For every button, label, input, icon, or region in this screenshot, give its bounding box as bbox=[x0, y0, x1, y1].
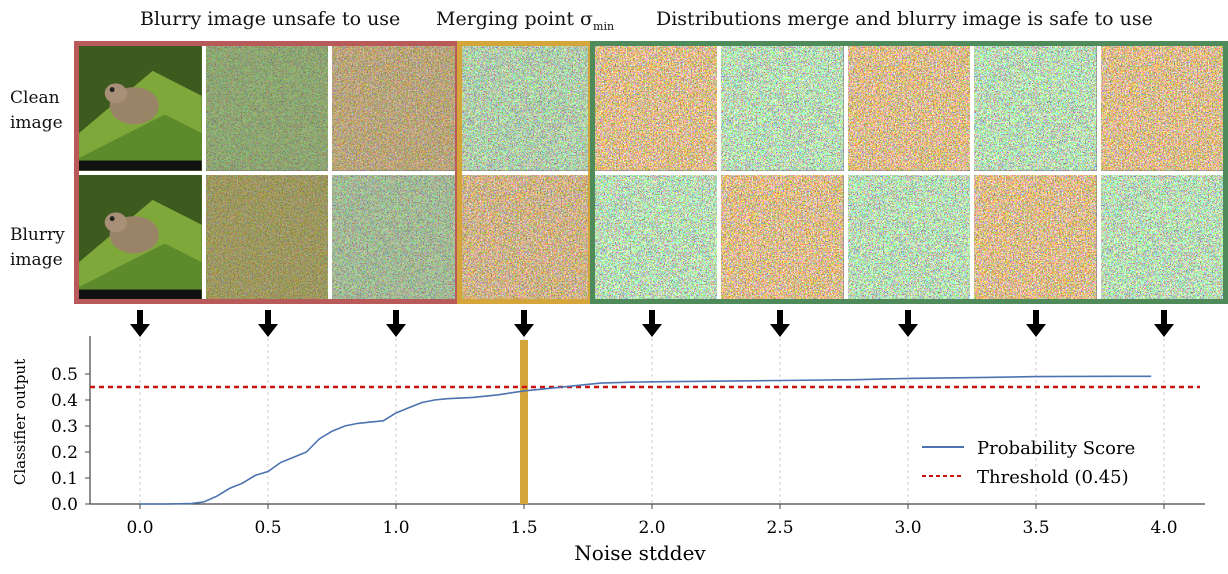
section-merge-images bbox=[462, 46, 588, 299]
image-clean-3.0 bbox=[847, 46, 971, 171]
merge-point-bar bbox=[520, 340, 528, 504]
x-tick-label-2.0: 2.0 bbox=[638, 518, 665, 538]
image-blurry-2.0 bbox=[595, 174, 718, 299]
y-ticks: 0.0 0.1 0.2 0.3 0.4 0.5 bbox=[51, 365, 90, 515]
image-blurry-4.0 bbox=[1100, 174, 1223, 299]
y-tick-label-0.0: 0.0 bbox=[51, 495, 78, 515]
row-label-clean-line1: Clean bbox=[10, 88, 60, 108]
section-safe-frame bbox=[590, 41, 1228, 304]
row-label-blurry: Blurry image bbox=[10, 223, 65, 273]
y-tick-label-0.1: 0.1 bbox=[51, 469, 78, 489]
x-tick-label-1.5: 1.5 bbox=[510, 518, 537, 538]
row-label-blurry-line2: image bbox=[10, 250, 63, 270]
image-blurry-2.5 bbox=[721, 174, 844, 299]
image-blurry-3.5 bbox=[974, 174, 1097, 299]
x-tick-label-3.0: 3.0 bbox=[894, 518, 921, 538]
chart-axes bbox=[89, 336, 1205, 505]
image-clean-2.0 bbox=[595, 46, 718, 171]
y-tick-label-0.4: 0.4 bbox=[51, 391, 78, 411]
header-merging-subscript: min bbox=[593, 19, 615, 33]
down-arrow-icon bbox=[258, 310, 278, 337]
section-unsafe-images bbox=[79, 46, 455, 299]
x-tick-label-2.5: 2.5 bbox=[766, 518, 793, 538]
y-axis-label: Classifier output bbox=[11, 359, 29, 485]
header-unsafe: Blurry image unsafe to use bbox=[140, 8, 401, 30]
down-arrow-icon bbox=[642, 310, 662, 337]
legend-label-threshold: Threshold (0.45) bbox=[977, 467, 1129, 488]
x-tick-label-0.5: 0.5 bbox=[254, 518, 281, 538]
row-label-clean-line2: image bbox=[10, 113, 63, 133]
x-ticks: 0.0 0.5 1.0 1.5 2.0 2.5 3.0 3.5 4.0 bbox=[126, 504, 1178, 538]
row-label-clean: Clean image bbox=[10, 86, 63, 136]
image-blurry-1.5 bbox=[462, 174, 588, 299]
row-label-blurry-line1: Blurry bbox=[10, 225, 65, 245]
x-tick-label-1.0: 1.0 bbox=[382, 518, 409, 538]
down-arrow-icon bbox=[1026, 310, 1046, 337]
y-tick-label-0.3: 0.3 bbox=[51, 417, 78, 437]
probability-score-line bbox=[140, 375, 1152, 505]
down-arrow-icon bbox=[770, 310, 790, 337]
x-tick-label-4.0: 4.0 bbox=[1150, 518, 1177, 538]
image-clean-3.5 bbox=[974, 46, 1097, 171]
down-arrow-icon bbox=[386, 310, 406, 337]
down-arrow-icon bbox=[898, 310, 918, 337]
header-safe: Distributions merge and blurry image is … bbox=[656, 8, 1153, 30]
y-tick-label-0.2: 0.2 bbox=[51, 443, 78, 463]
image-clean-1.5 bbox=[462, 46, 588, 171]
arrow-row bbox=[130, 310, 1174, 337]
image-clean-1.0 bbox=[332, 46, 455, 171]
legend-label-probability: Probability Score bbox=[977, 438, 1135, 459]
section-safe-images bbox=[595, 46, 1223, 299]
down-arrow-icon bbox=[130, 310, 150, 337]
chart-legend: Probability Score Threshold (0.45) bbox=[922, 438, 1135, 488]
image-blurry-0.0 bbox=[79, 174, 202, 299]
image-clean-4.0 bbox=[1100, 46, 1223, 171]
down-arrow-icon bbox=[1154, 310, 1174, 337]
x-tick-label-0.0: 0.0 bbox=[126, 518, 153, 538]
x-axis-label: Noise stddev bbox=[574, 541, 706, 565]
image-clean-0.0 bbox=[79, 46, 202, 171]
header-merging-point: Merging point σmin bbox=[436, 8, 614, 33]
image-clean-2.5 bbox=[721, 46, 844, 171]
x-tick-label-3.5: 3.5 bbox=[1022, 518, 1049, 538]
classifier-output-chart: 0.0 0.1 0.2 0.3 0.4 0.5 0.0 0.5 1.0 1.5 2.0 2.5 3.0… bbox=[11, 310, 1205, 565]
down-arrow-icon bbox=[514, 310, 534, 337]
image-blurry-3.0 bbox=[847, 174, 971, 299]
y-tick-label-0.5: 0.5 bbox=[51, 365, 78, 385]
image-clean-0.5 bbox=[205, 46, 329, 171]
header-merging-text: Merging point σ bbox=[436, 8, 594, 30]
image-blurry-0.5 bbox=[205, 174, 329, 299]
image-blurry-1.0 bbox=[332, 174, 455, 299]
